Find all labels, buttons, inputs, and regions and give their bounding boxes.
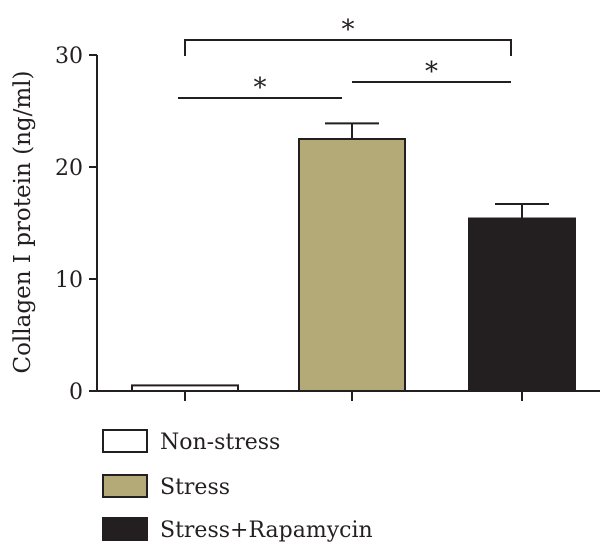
- y-tick-label-20: 20: [55, 156, 83, 181]
- significance-star-2: *: [425, 57, 438, 87]
- bar-3: [468, 217, 576, 392]
- legend-swatch-1: [102, 429, 148, 453]
- bars-layer: [131, 122, 576, 392]
- significance-star-3: *: [342, 15, 355, 45]
- legend-swatch-2: [102, 474, 148, 498]
- significance-bracket-3: [184, 39, 512, 56]
- y-axis-title: Collagen I protein (ng/ml): [10, 70, 36, 373]
- y-tick-label-10: 10: [55, 268, 83, 293]
- legend: Non-stress Stress Stress+Rapamycin: [102, 429, 373, 543]
- y-tick-label-30: 30: [55, 44, 83, 69]
- legend-label-3: Stress+Rapamycin: [160, 518, 373, 543]
- legend-label-2: Stress: [160, 475, 230, 500]
- significance-star-1: *: [254, 73, 267, 103]
- axes-layer: Collagen I protein (ng/ml) 0 10 20 30: [10, 44, 600, 405]
- legend-label-1: Non-stress: [160, 430, 280, 455]
- y-tick-label-0: 0: [69, 380, 83, 405]
- bar-2: [298, 138, 406, 392]
- legend-swatch-3: [102, 517, 148, 541]
- significance-layer: * * *: [178, 15, 512, 103]
